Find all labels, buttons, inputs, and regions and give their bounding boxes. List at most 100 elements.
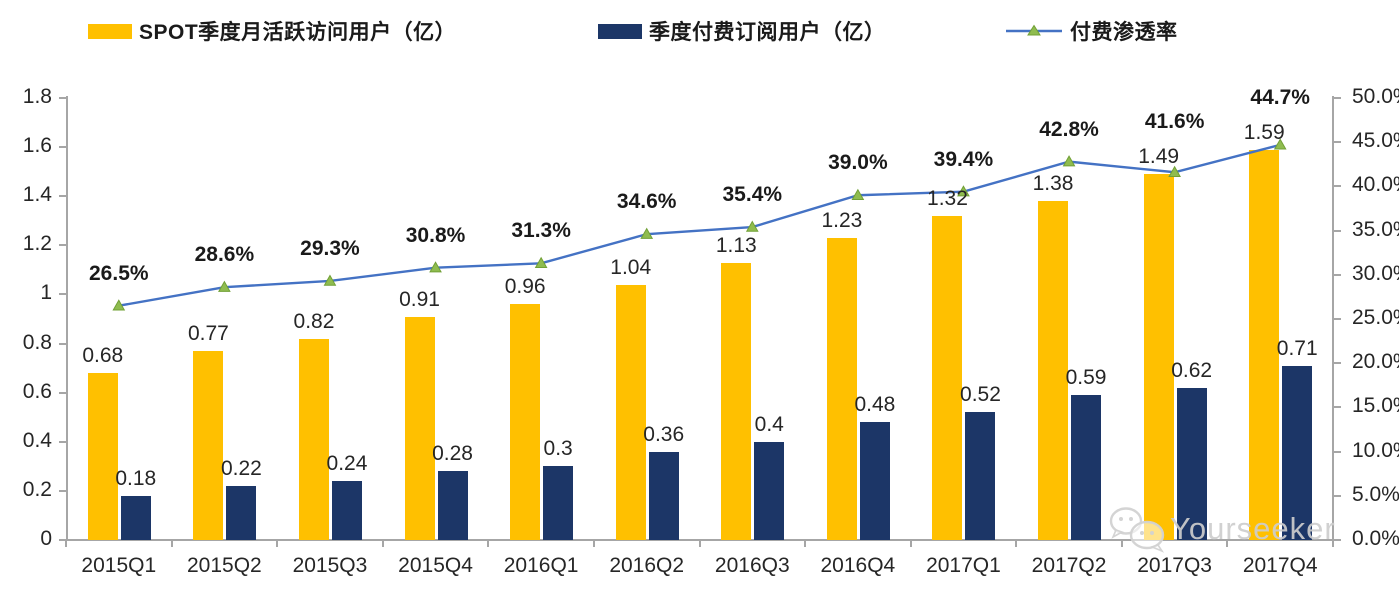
- y-axis-label: 0.8: [22, 330, 52, 354]
- subs-value-label: 0.28: [432, 442, 473, 466]
- subs-value-label: 0.22: [220, 456, 262, 480]
- penetration-label: 39.4%: [933, 147, 994, 171]
- y-axis-label: 0.2: [22, 477, 52, 501]
- legend-item-penetration: 付费渗透率: [1006, 16, 1178, 46]
- right-axis-tick: [1334, 229, 1341, 232]
- subs-value-label: 0.62: [1171, 358, 1213, 382]
- y-axis-tick: [59, 440, 66, 443]
- mau-value-label: 0.82: [293, 309, 335, 333]
- y-axis-label: 1.2: [22, 232, 52, 256]
- x-axis-line: [66, 539, 1334, 541]
- subs-bar: [331, 481, 362, 540]
- subs-value-label: 0.4: [754, 412, 784, 436]
- penetration-marker: [323, 274, 337, 286]
- penetration-label: 42.8%: [1039, 117, 1099, 141]
- subs-bar: [1071, 395, 1102, 540]
- right-axis-label: 15.0%: [1352, 394, 1399, 418]
- mau-bar: [1038, 201, 1069, 540]
- subs-value-label: 0.24: [326, 452, 368, 476]
- right-axis-tick: [1334, 318, 1341, 320]
- subs-value-label: 0.59: [1065, 366, 1107, 390]
- right-axis-tick: [1334, 450, 1341, 453]
- mau-value-label: 1.59: [1243, 120, 1285, 144]
- mau-bar: [193, 350, 224, 540]
- subs-value-label: 0.3: [543, 437, 573, 461]
- x-axis-tick: [1226, 541, 1229, 547]
- x-axis-tick: [276, 541, 279, 547]
- x-axis-tick: [592, 541, 595, 547]
- penetration-label: 39.0%: [828, 151, 888, 175]
- y-axis-label: 1.6: [22, 134, 52, 158]
- penetration-label: 29.3%: [300, 236, 360, 260]
- right-axis-tick: [1334, 406, 1341, 409]
- mau-value-label: 1.49: [1138, 145, 1180, 169]
- penetration-label: 31.3%: [511, 219, 571, 243]
- mau-value-label: 1.38: [1032, 172, 1074, 196]
- penetration-marker: [534, 256, 548, 269]
- x-axis-tick: [1120, 541, 1123, 547]
- x-axis-label: 2016Q4: [820, 554, 896, 577]
- penetration-marker: [851, 188, 865, 200]
- subs-bar: [226, 485, 257, 540]
- x-axis-label: 2017Q3: [1137, 554, 1212, 577]
- right-axis-label: 25.0%: [1352, 306, 1399, 329]
- penetration-marker: [429, 261, 442, 273]
- right-axis-tick: [1334, 494, 1341, 497]
- mau-bar: [721, 262, 752, 540]
- penetration-marker: [745, 220, 759, 232]
- legend-label-mau: SPOT季度月活跃访问用户（亿）: [139, 21, 457, 44]
- right-axis-label: 40.0%: [1352, 173, 1399, 197]
- x-axis-label: 2017Q4: [1242, 554, 1318, 577]
- mau-bar: [615, 284, 646, 540]
- right-axis-label: 45.0%: [1352, 129, 1399, 153]
- x-axis-tick: [698, 541, 701, 547]
- x-axis-label: 2016Q2: [609, 554, 685, 577]
- legend-label-subscribers: 季度付费订阅用户（亿）: [649, 21, 886, 44]
- penetration-label: 44.7%: [1250, 85, 1310, 109]
- penetration-marker: [218, 280, 231, 292]
- legend-item-subscribers: 季度付费订阅用户（亿）: [598, 16, 886, 46]
- x-axis-label: 2016Q3: [714, 554, 790, 577]
- mau-value-label: 0.68: [82, 344, 124, 368]
- mau-value-label: 0.91: [399, 287, 440, 311]
- y-axis-line: [66, 96, 68, 541]
- x-axis-label: 2015Q3: [292, 554, 368, 577]
- right-axis-tick: [1334, 185, 1341, 188]
- subs-bar: [1176, 387, 1207, 540]
- penetration-marker: [1273, 138, 1287, 150]
- penetration-marker: [112, 299, 126, 311]
- right-axis-label: 10.0%: [1352, 438, 1399, 462]
- mau-bar: [298, 338, 329, 540]
- mau-value-label: 1.23: [821, 208, 863, 232]
- penetration-marker: [1168, 165, 1181, 177]
- y-axis-tick: [59, 539, 66, 541]
- x-axis-tick: [1332, 541, 1334, 547]
- right-axis-tick: [1334, 539, 1341, 541]
- penetration-marker: [640, 227, 654, 239]
- x-axis-tick: [381, 541, 384, 547]
- y-axis-label: 0: [40, 527, 52, 550]
- mau-bar: [510, 304, 541, 540]
- subs-bar: [859, 422, 890, 540]
- y-axis-label: 1.4: [22, 183, 52, 207]
- x-axis-tick: [487, 541, 490, 547]
- subs-value-label: 0.48: [854, 393, 896, 417]
- legend-label-penetration: 付费渗透率: [1070, 21, 1178, 44]
- y-axis-label: 1: [40, 281, 52, 305]
- mau-value-label: 1.13: [715, 233, 757, 257]
- y-axis-tick: [59, 244, 66, 247]
- x-axis-label: 2016Q1: [503, 554, 579, 577]
- legend-item-mau: SPOT季度月活跃访问用户（亿）: [88, 16, 456, 46]
- x-axis-label: 2017Q1: [926, 554, 1001, 577]
- subs-bar: [543, 466, 574, 540]
- x-axis-tick: [909, 541, 912, 547]
- mau-value-label: 1.04: [610, 255, 652, 279]
- x-axis-tick: [170, 541, 173, 547]
- subs-bar: [648, 451, 679, 540]
- x-axis-label: 2015Q4: [398, 554, 473, 577]
- penetration-label: 30.8%: [405, 223, 466, 247]
- penetration-marker: [957, 185, 970, 197]
